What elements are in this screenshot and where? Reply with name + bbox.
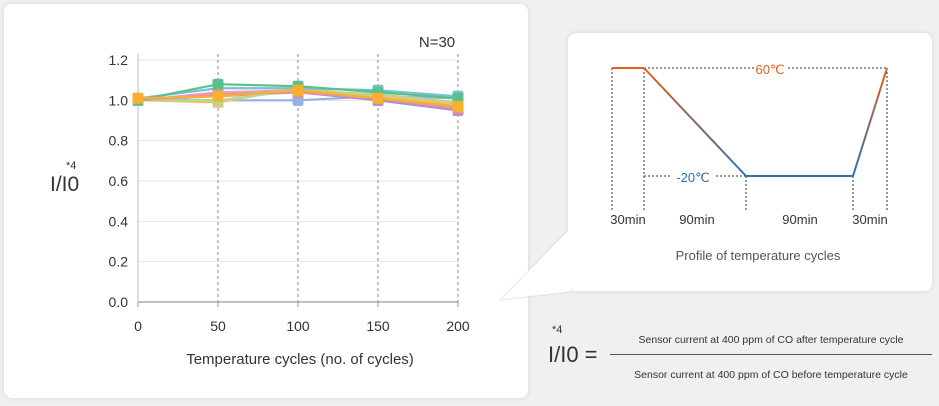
cycle-chart: 0.0 0.2 0.4 0.6 0.8 1.0 1.2 0 50 100 150 200 N=30 *… [50,34,470,368]
y-axis-label: I/I0 [50,173,79,196]
data-point [292,84,304,96]
x-tick-label: 0 [134,318,142,334]
y-tick-label: 0.0 [109,294,129,310]
segment-label-4: 30min [852,212,887,227]
x-tick-label: 200 [446,318,470,334]
x-tick-label: 150 [366,318,390,334]
formula-denominator: Sensor current at 400 ppm of CO before t… [634,369,908,381]
formula-numerator: Sensor current at 400 ppm of CO after te… [638,334,904,346]
y-tick-label: 0.8 [109,133,129,149]
high-temp-label: 60℃ [755,62,784,77]
temperature-profile-chart: 60℃ -20℃ 30min 90min 90min 30min Profile… [610,61,888,263]
y-tick-label: 1.2 [109,52,129,68]
cycle-chart-panel: 0.0 0.2 0.4 0.6 0.8 1.0 1.2 0 50 100 150 200 N=30 *… [4,4,528,398]
chart-series [132,78,464,116]
sample-size-label: N=30 [419,34,455,51]
profile-line [612,67,888,177]
x-tick-label: 50 [210,318,226,334]
profile-panel: 60℃ -20℃ 30min 90min 90min 30min Profile… [568,33,932,291]
low-temp-label: -20℃ [676,170,709,185]
y-tick-label: 1.0 [109,92,129,108]
data-point [212,78,224,90]
series-9 [132,84,464,112]
formula-symbol: I/I0 = [548,342,598,367]
y-tick-label: 0.6 [109,173,129,189]
formula-footnote: *4 [552,324,563,336]
ratio-formula: *4 I/I0 = Sensor current at 400 ppm of C… [548,318,934,398]
y-axis-footnote: *4 [66,160,76,172]
x-axis-label: Temperature cycles (no. of cycles) [186,351,414,368]
data-point [132,92,144,104]
chart-axes: 0.0 0.2 0.4 0.6 0.8 1.0 1.2 0 50 100 150 200 [109,52,470,334]
segment-label-1: 30min [610,212,645,227]
profile-title: Profile of temperature cycles [676,248,841,263]
y-tick-label: 0.4 [109,213,129,229]
y-tick-label: 0.2 [109,254,129,270]
data-point [372,92,384,104]
profile-guides [611,67,888,210]
segment-label-3: 90min [782,212,817,227]
segment-label-2: 90min [679,212,714,227]
data-point [212,90,224,102]
fraction-bar [610,354,932,355]
data-point [452,100,464,112]
x-tick-label: 100 [286,318,310,334]
